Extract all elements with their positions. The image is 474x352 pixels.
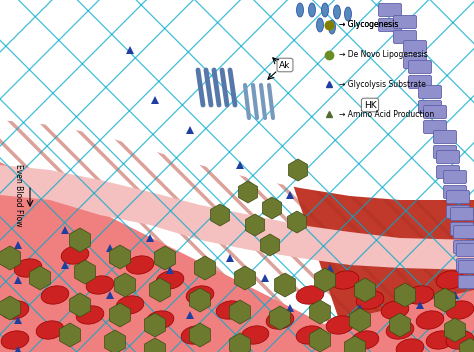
FancyBboxPatch shape bbox=[434, 145, 456, 158]
Ellipse shape bbox=[216, 301, 244, 319]
FancyBboxPatch shape bbox=[409, 75, 431, 88]
Ellipse shape bbox=[334, 5, 340, 19]
Text: → Glycolysis Substrate: → Glycolysis Substrate bbox=[339, 80, 426, 89]
FancyBboxPatch shape bbox=[423, 120, 447, 133]
FancyBboxPatch shape bbox=[393, 15, 417, 29]
Ellipse shape bbox=[36, 321, 64, 339]
Ellipse shape bbox=[297, 3, 303, 17]
Ellipse shape bbox=[241, 326, 269, 344]
Ellipse shape bbox=[126, 256, 154, 274]
Ellipse shape bbox=[328, 20, 336, 34]
Polygon shape bbox=[0, 165, 474, 270]
Ellipse shape bbox=[296, 286, 324, 304]
Ellipse shape bbox=[86, 276, 114, 294]
Ellipse shape bbox=[326, 316, 354, 334]
FancyBboxPatch shape bbox=[434, 131, 456, 144]
FancyBboxPatch shape bbox=[450, 222, 474, 235]
Ellipse shape bbox=[426, 331, 454, 349]
Ellipse shape bbox=[116, 296, 144, 314]
Ellipse shape bbox=[1, 301, 29, 319]
FancyBboxPatch shape bbox=[458, 260, 474, 274]
Polygon shape bbox=[230, 0, 474, 352]
FancyBboxPatch shape bbox=[419, 86, 441, 99]
FancyBboxPatch shape bbox=[454, 226, 474, 239]
FancyBboxPatch shape bbox=[423, 106, 447, 119]
Ellipse shape bbox=[61, 246, 89, 264]
Ellipse shape bbox=[156, 271, 184, 289]
Ellipse shape bbox=[317, 18, 323, 32]
Polygon shape bbox=[0, 162, 380, 352]
Text: Even Blood Flow: Even Blood Flow bbox=[13, 164, 22, 226]
FancyBboxPatch shape bbox=[403, 56, 427, 69]
Ellipse shape bbox=[146, 311, 174, 329]
Ellipse shape bbox=[76, 306, 104, 324]
FancyBboxPatch shape bbox=[444, 170, 466, 183]
Ellipse shape bbox=[321, 3, 328, 17]
Ellipse shape bbox=[436, 271, 464, 289]
FancyBboxPatch shape bbox=[379, 4, 401, 17]
FancyBboxPatch shape bbox=[437, 151, 459, 163]
FancyBboxPatch shape bbox=[444, 186, 466, 199]
FancyBboxPatch shape bbox=[447, 190, 470, 203]
Ellipse shape bbox=[396, 339, 424, 352]
FancyBboxPatch shape bbox=[450, 207, 474, 220]
Ellipse shape bbox=[386, 321, 414, 339]
FancyBboxPatch shape bbox=[454, 240, 474, 253]
FancyBboxPatch shape bbox=[419, 101, 441, 113]
Ellipse shape bbox=[41, 286, 69, 304]
Text: → Glycogenesis: → Glycogenesis bbox=[339, 20, 398, 29]
Ellipse shape bbox=[446, 301, 474, 319]
FancyBboxPatch shape bbox=[409, 61, 431, 74]
FancyBboxPatch shape bbox=[447, 206, 470, 219]
Ellipse shape bbox=[381, 301, 409, 319]
Polygon shape bbox=[0, 0, 474, 200]
Ellipse shape bbox=[14, 259, 42, 277]
Ellipse shape bbox=[416, 311, 444, 329]
Ellipse shape bbox=[345, 7, 352, 21]
Ellipse shape bbox=[446, 331, 474, 349]
Text: HK: HK bbox=[364, 101, 376, 109]
Ellipse shape bbox=[351, 331, 379, 349]
FancyBboxPatch shape bbox=[456, 258, 474, 271]
Ellipse shape bbox=[309, 3, 316, 17]
FancyBboxPatch shape bbox=[379, 19, 401, 31]
Ellipse shape bbox=[266, 311, 294, 329]
Ellipse shape bbox=[296, 326, 324, 344]
FancyBboxPatch shape bbox=[437, 165, 459, 178]
Ellipse shape bbox=[181, 326, 209, 344]
Ellipse shape bbox=[1, 331, 29, 349]
FancyBboxPatch shape bbox=[403, 40, 427, 54]
Ellipse shape bbox=[331, 271, 359, 289]
Ellipse shape bbox=[406, 286, 434, 304]
FancyBboxPatch shape bbox=[393, 31, 417, 44]
FancyBboxPatch shape bbox=[458, 276, 474, 289]
FancyBboxPatch shape bbox=[456, 244, 474, 257]
Polygon shape bbox=[0, 290, 474, 352]
Text: → Glycogenesis: → Glycogenesis bbox=[339, 20, 398, 29]
Ellipse shape bbox=[356, 291, 384, 309]
Ellipse shape bbox=[186, 286, 214, 304]
Text: → Amino Acid Production: → Amino Acid Production bbox=[339, 110, 434, 119]
Text: → De Novo Lipogenesis: → De Novo Lipogenesis bbox=[339, 50, 428, 59]
Text: Ak: Ak bbox=[279, 61, 291, 69]
